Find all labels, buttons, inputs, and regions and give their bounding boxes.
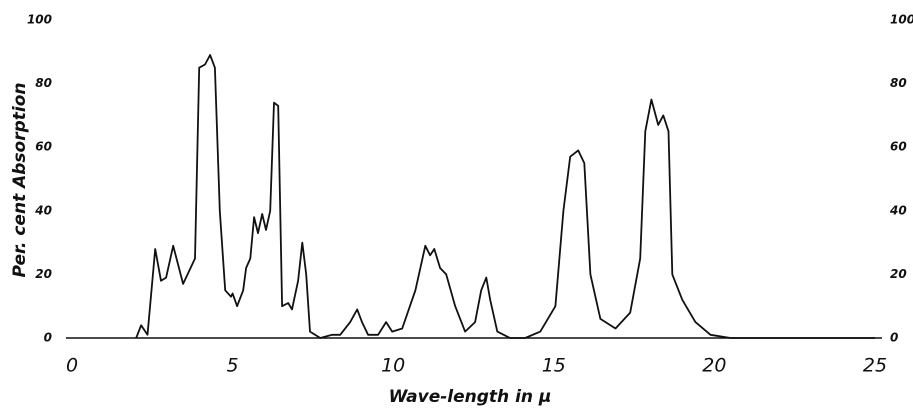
y2-tick-label: 20 [890,267,907,281]
spectrum-line [135,54,875,339]
x-tick-label: 5 [227,355,239,377]
y-axis-label: Per. cent Absorption [10,82,30,277]
y-tick-label: 60 [35,140,52,154]
y-tick-label: 80 [35,76,52,90]
y2-tick-label: 60 [890,140,907,154]
y2-tick-label: 0 [890,331,898,345]
x-tick-label: 10 [381,355,405,377]
y2-tick-label: 40 [889,203,907,217]
y-tick-label: 20 [35,267,52,281]
x-tick-label: 15 [542,355,566,377]
y-tick-label: 40 [34,203,52,217]
y-tick-label: 100 [27,13,52,27]
x-tick-label: 0 [66,355,78,377]
y2-tick-label: 80 [890,76,907,90]
x-tick-label: 25 [863,355,887,377]
y-tick-label: 0 [44,331,52,345]
y2-tick-label: 100 [890,13,913,27]
x-tick-label: 20 [702,355,726,377]
x-axis-label: Wave-length in μ [389,387,552,407]
